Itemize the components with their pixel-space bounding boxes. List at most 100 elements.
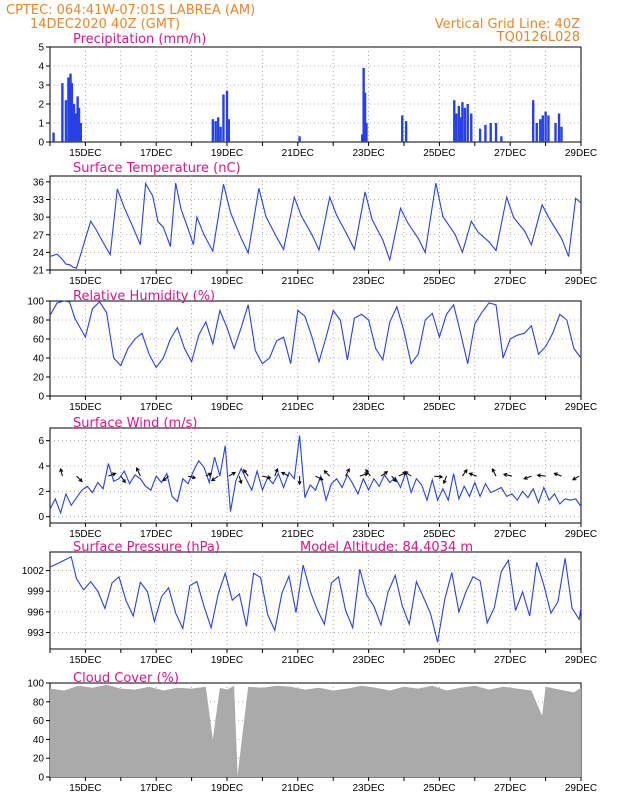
precip-bar: [69, 73, 72, 142]
wind-frame: [49, 427, 582, 524]
wind-xtick-label: 23DEC: [352, 529, 384, 540]
humidity-title: Relative Humidity (%): [73, 289, 215, 304]
wind-xtick-label: 17DEC: [140, 529, 172, 540]
precip-bar: [484, 124, 487, 142]
header-product: TQ0126L028: [496, 30, 580, 45]
cloud-ytick-label: 80: [33, 697, 45, 708]
precip-bar: [547, 115, 550, 142]
wind-vector: [461, 468, 468, 477]
wind-xtick-label: 15DEC: [69, 529, 101, 540]
cloud-ytick-label: 20: [33, 754, 45, 765]
precip-bar: [52, 132, 55, 142]
wind-vector: [536, 473, 546, 478]
precip-xtick-label: 19DEC: [211, 148, 243, 159]
wind-vector: [365, 468, 371, 477]
precip-bar: [544, 111, 547, 142]
precip-bar: [535, 123, 538, 142]
wind-xtick-label: 25DEC: [423, 529, 455, 540]
precip-frame: [49, 46, 582, 143]
precip-bar: [216, 117, 220, 142]
wind-ytick-label: 0: [38, 512, 44, 523]
precip-xtick-label: 21DEC: [282, 148, 314, 159]
temperature-ytick-label: 33: [33, 195, 45, 206]
wind-ytick-label: 2: [38, 487, 44, 498]
cloud-ytick-label: 40: [33, 735, 45, 746]
precip-bar: [541, 115, 544, 142]
precip-bar: [557, 113, 561, 142]
precip-bar: [463, 107, 467, 142]
wind-xtick-label: 29DEC: [565, 529, 597, 540]
precip-bar: [74, 113, 77, 142]
wind-xtick-label: 19DEC: [211, 529, 243, 540]
pressure-ytick-label: 996: [27, 607, 44, 618]
humidity-xtick-label: 23DEC: [352, 402, 384, 413]
temperature-xtick-label: 15DEC: [69, 276, 101, 287]
humidity-ytick-label: 40: [33, 354, 45, 365]
humidity-xtick-label: 19DEC: [211, 402, 243, 413]
precip-bar: [466, 104, 469, 142]
wind-vector: [380, 470, 389, 477]
panels: 0 1 2 3 4 5 15DEC 17DEC 19DEC 21DEC 23DEC 25DEC 27DE…: [22, 32, 597, 794]
wind-vector: [274, 467, 279, 477]
precip-bar: [70, 83, 74, 142]
temperature-xtick-label: 25DEC: [423, 276, 455, 287]
temperature-ytick-label: 24: [33, 248, 45, 259]
header-grid-note: Vertical Grid Line: 40Z: [435, 17, 580, 32]
wind-vector: [571, 475, 580, 481]
wind-vector: [120, 475, 126, 484]
humidity-xtick-label: 15DEC: [69, 402, 101, 413]
humidity-panel: 0 20 40 60 80 100 15DEC 17DEC 19DEC 21DEC 23DEC 25D…: [27, 289, 597, 413]
precip-bar: [222, 94, 225, 142]
wind-vector: [434, 474, 444, 479]
humidity-ytick-label: 60: [33, 335, 45, 346]
precip-bar: [365, 123, 368, 142]
wind-vector: [210, 475, 219, 482]
header-station: CPTEC: 064:41W-07:01S LABREA (AM): [6, 3, 255, 18]
temperature-frame: [49, 175, 582, 271]
precip-bar: [298, 136, 301, 142]
pressure-frame: [49, 551, 582, 650]
wind-vector: [76, 475, 83, 483]
wind-title: Surface Wind (m/s): [73, 416, 197, 431]
precip-bar: [554, 123, 557, 142]
wind-vector: [59, 467, 64, 477]
precip-bar: [532, 100, 535, 142]
pressure-ytick-label: 999: [27, 587, 44, 598]
precip-ytick-label: 4: [38, 62, 44, 73]
precip-bar: [361, 134, 364, 142]
pressure-xtick-label: 17DEC: [140, 655, 172, 666]
pressure-xtick-label: 25DEC: [423, 655, 455, 666]
precip-bar: [219, 126, 222, 142]
precip-bar: [401, 115, 404, 142]
temperature-line: [49, 181, 582, 269]
wind-vector: [502, 472, 513, 477]
humidity-ytick-label: 0: [38, 392, 44, 403]
precip-bar: [539, 119, 542, 142]
humidity-line: [49, 300, 582, 369]
precip-bar: [494, 123, 498, 142]
pressure-annotation: Model Altitude: 84.4034 m: [300, 540, 473, 555]
wind-vector: [297, 476, 302, 486]
precip-bar: [459, 117, 462, 142]
temperature-xtick-label: 21DEC: [282, 276, 314, 287]
wind-line: [49, 435, 582, 515]
pressure-panel: 993 996 999 1002 15DEC 17DEC 19DEC 21DEC 23DEC 25…: [22, 540, 597, 666]
precip-xtick-label: 29DEC: [565, 148, 597, 159]
wind-vector: [262, 475, 272, 480]
precip-bar: [227, 119, 230, 142]
wind-vector: [442, 475, 447, 485]
humidity-xtick-label: 25DEC: [423, 402, 455, 413]
precip-ytick-label: 5: [38, 43, 44, 54]
wind-vector: [187, 475, 197, 480]
wind-ytick-label: 4: [38, 462, 44, 473]
pressure-xtick-label: 29DEC: [565, 655, 597, 666]
temperature-xtick-label: 17DEC: [140, 276, 172, 287]
precip-bar: [457, 105, 461, 142]
wind-vector: [323, 469, 331, 477]
precip-bar: [64, 100, 68, 142]
humidity-xtick-label: 17DEC: [140, 402, 172, 413]
precip-bar: [214, 121, 217, 142]
cloud-xtick-label: 21DEC: [282, 783, 314, 794]
wind-vector: [391, 475, 397, 483]
pressure-line: [49, 555, 582, 643]
